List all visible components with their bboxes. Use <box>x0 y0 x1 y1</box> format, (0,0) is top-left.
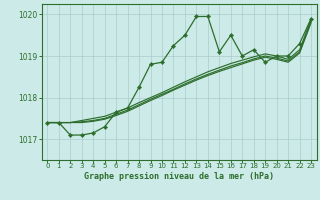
X-axis label: Graphe pression niveau de la mer (hPa): Graphe pression niveau de la mer (hPa) <box>84 172 274 181</box>
